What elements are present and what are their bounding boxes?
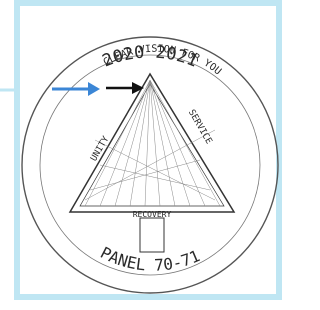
black-arrow <box>106 82 144 94</box>
bottom-side-text: RECOVERY <box>133 210 172 219</box>
bottom-text: PANEL 70-71 <box>97 243 202 275</box>
logo-picture: 2020 2021 CLEAR VISION FOR YOU PANEL 70-… <box>0 0 282 310</box>
small-box <box>140 218 164 252</box>
bottom-text-path: PANEL 70-71 <box>97 243 202 275</box>
